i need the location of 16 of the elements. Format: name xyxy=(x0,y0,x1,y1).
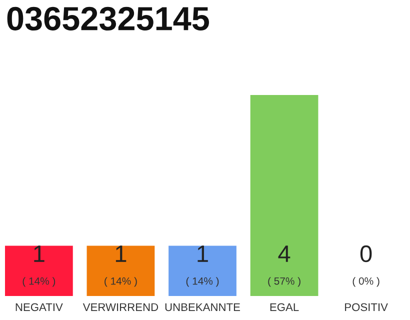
annotation: ( 14% ) xyxy=(104,277,137,287)
data-label: 1 xyxy=(116,246,126,262)
annotation: ( 0% ) xyxy=(352,277,380,287)
x-tick-label: POSITIV xyxy=(345,303,388,312)
annotation: ( 14% ) xyxy=(186,277,219,287)
x-tick-label: EGAL xyxy=(270,303,299,312)
data-label: 4 xyxy=(278,246,290,262)
data-label: 1 xyxy=(198,246,208,262)
chart-title: 03652325145 xyxy=(7,6,209,31)
annotation: ( 57% ) xyxy=(268,277,300,287)
annotation: ( 14% ) xyxy=(22,277,56,287)
data-label: 0 xyxy=(360,245,372,262)
x-tick-label: NEGATIV xyxy=(16,303,63,312)
x-tick-label: VERWIRREND xyxy=(82,303,158,311)
data-label: 1 xyxy=(34,246,44,262)
x-tick-label: UNBEKANNTE xyxy=(165,303,240,312)
